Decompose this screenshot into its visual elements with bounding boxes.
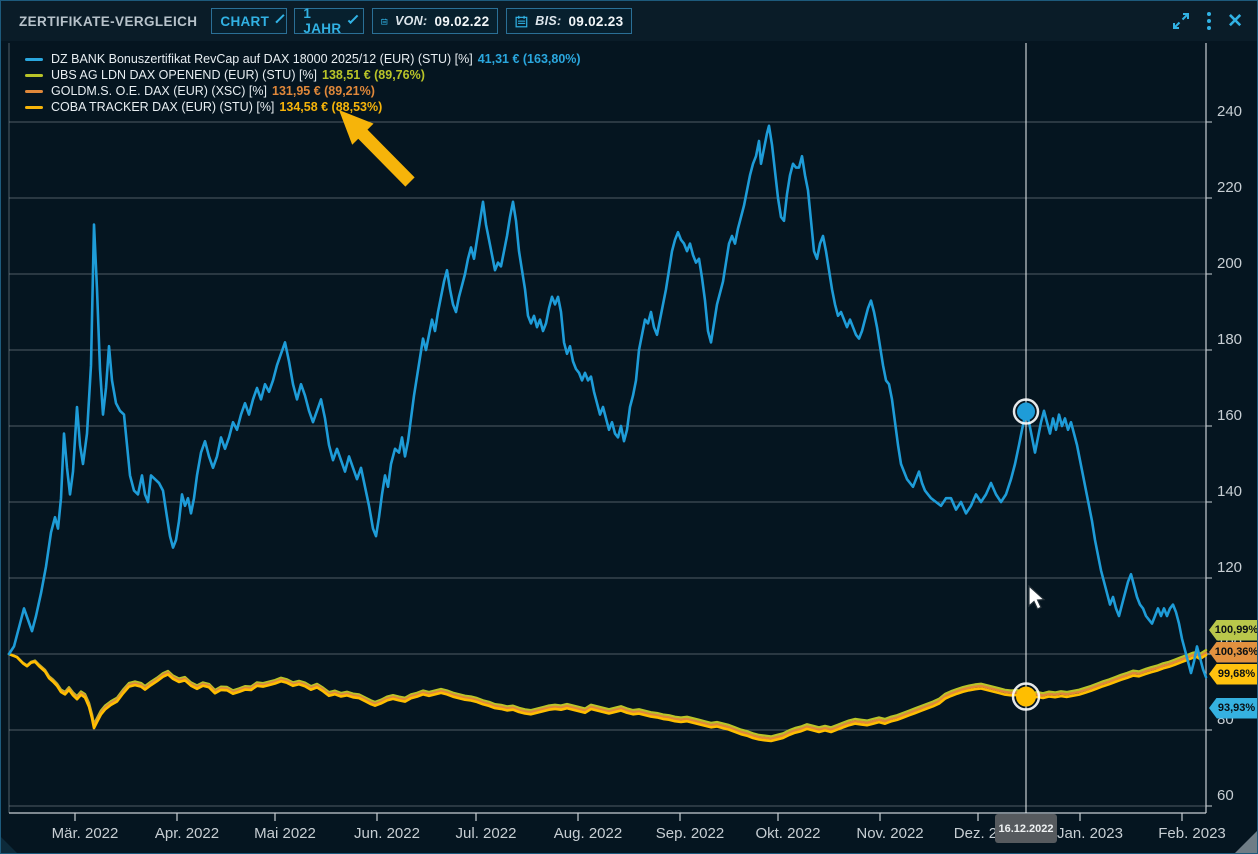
period-label: 1 JAHR	[303, 6, 342, 36]
to-label: BIS:	[535, 14, 562, 28]
y-tick-label: 160	[1217, 407, 1242, 424]
legend-value: 41,31 € (163,80%)	[477, 52, 581, 66]
x-tick-label: Apr. 2022	[155, 825, 219, 842]
price-badge: 93,93%	[1209, 697, 1257, 719]
crosshair-date-tooltip: 16.12.2022	[995, 814, 1057, 843]
calendar-icon	[515, 15, 528, 27]
price-badge: 100,36%	[1209, 641, 1257, 663]
period-select[interactable]: 1 JAHR	[294, 6, 365, 36]
legend-label: GOLDM.S. O.E. DAX (EUR) (XSC) [%]	[51, 84, 267, 98]
y-tick-label: 140	[1217, 483, 1242, 500]
legend-item[interactable]: DZ BANK Bonuszertifikat RevCap auf DAX 1…	[25, 51, 581, 67]
legend: DZ BANK Bonuszertifikat RevCap auf DAX 1…	[25, 51, 581, 115]
x-tick-label: Jun. 2022	[354, 825, 420, 842]
from-value: 09.02.22	[434, 13, 490, 29]
legend-value: 138,51 € (89,76%)	[322, 68, 425, 82]
legend-value: 131,95 € (89,21%)	[272, 84, 375, 98]
x-tick-label: Mai 2022	[254, 825, 316, 842]
x-tick-label: Sep. 2022	[656, 825, 724, 842]
chart-type-select[interactable]: CHART	[211, 8, 288, 34]
legend-value: 134,58 € (88,53%)	[279, 100, 383, 114]
from-label: VON:	[395, 14, 428, 28]
price-badge: 99,68%	[1209, 663, 1257, 685]
crosshair-marker-dz	[1017, 402, 1035, 421]
x-tick-label: Feb. 2023	[1158, 825, 1226, 842]
x-tick-label: Okt. 2022	[755, 825, 820, 842]
crosshair-marker-ring	[1012, 398, 1040, 425]
legend-item[interactable]: COBA TRACKER DAX (EUR) (STU) [%] 134,58 …	[25, 99, 581, 115]
legend-swatch	[25, 105, 43, 109]
legend-swatch	[25, 73, 43, 77]
y-tick-label: 240	[1217, 103, 1242, 120]
x-tick-label: Jul. 2022	[456, 825, 517, 842]
legend-item[interactable]: UBS AG LDN DAX OPENEND (EUR) (STU) [%] 1…	[25, 67, 581, 83]
chart-type-label: CHART	[220, 13, 270, 29]
legend-swatch	[25, 57, 43, 61]
y-tick-label: 200	[1217, 255, 1242, 272]
resize-grip-bottom-left[interactable]	[1, 837, 17, 853]
crosshair-marker-coba	[1016, 686, 1036, 707]
y-tick-label: 60	[1217, 787, 1234, 804]
expand-icon[interactable]	[1171, 11, 1191, 31]
annotation-arrow-head	[339, 110, 374, 145]
series-dz	[7, 124, 1208, 679]
close-icon[interactable]: ✕	[1227, 10, 1243, 32]
series-coba	[7, 652, 1208, 743]
price-badge: 100,99%	[1209, 619, 1257, 641]
annotation-arrow-shaft	[354, 125, 415, 187]
resize-grip-bottom-right[interactable]	[1235, 831, 1257, 853]
date-to-field[interactable]: BIS: 09.02.23	[506, 8, 633, 34]
y-tick-label: 180	[1217, 331, 1242, 348]
x-tick-label: Jan. 2023	[1057, 825, 1123, 842]
date-from-field[interactable]: VON: 09.02.22	[372, 8, 499, 34]
legend-label: UBS AG LDN DAX OPENEND (EUR) (STU) [%]	[51, 68, 318, 82]
crosshair-marker-ring	[1011, 682, 1041, 711]
x-tick-label: Nov. 2022	[856, 825, 923, 842]
y-tick-label: 120	[1217, 559, 1242, 576]
widget-title: ZERTIFIKATE-VERGLEICH	[19, 13, 198, 29]
x-tick-label: Mär. 2022	[52, 825, 119, 842]
to-value: 09.02.23	[568, 13, 624, 29]
legend-label: COBA TRACKER DAX (EUR) (STU) [%]	[51, 100, 275, 114]
calendar-icon	[381, 18, 388, 25]
x-tick-label: Aug. 2022	[554, 825, 622, 842]
legend-label: DZ BANK Bonuszertifikat RevCap auf DAX 1…	[51, 52, 473, 66]
y-tick-label: 220	[1217, 179, 1242, 196]
header-bar: ZERTIFIKATE-VERGLEICH CHART 1 JAHR VON: …	[1, 1, 1257, 41]
legend-swatch	[25, 89, 43, 93]
legend-item[interactable]: GOLDM.S. O.E. DAX (EUR) (XSC) [%] 131,95…	[25, 83, 581, 99]
kebab-menu-icon[interactable]	[1207, 12, 1212, 30]
